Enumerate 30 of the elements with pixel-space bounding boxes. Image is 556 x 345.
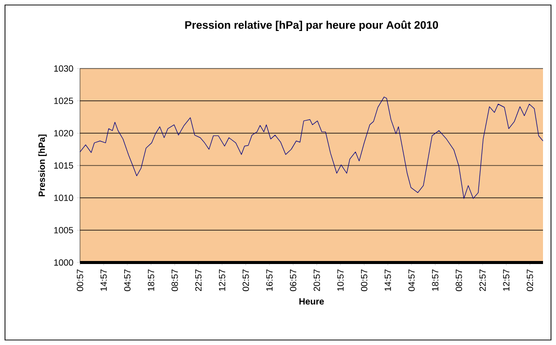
y-axis-title: Pression [hPa] <box>38 134 47 196</box>
x-tick-label: 10:57 <box>337 269 344 291</box>
x-tick-label: 06:57 <box>290 269 296 292</box>
y-tick-label: 1005 <box>54 226 74 234</box>
x-tick-label: 00:57 <box>76 269 84 292</box>
x-tick-label: 20:57 <box>314 269 320 291</box>
x-tick-label: 04:57 <box>408 269 415 292</box>
y-tick-label: 1030 <box>54 65 74 72</box>
x-tick-label: 22:57 <box>479 269 486 291</box>
x-tick-label: 14:57 <box>384 269 391 291</box>
chart-title: Pression relative [hPa] par heure pour Août 2010 <box>185 20 438 31</box>
x-tick-label: 08:57 <box>456 269 462 292</box>
x-tick-label: 18:57 <box>432 269 438 291</box>
x-tick-label: 12:57 <box>218 269 226 291</box>
y-tick-label: 1020 <box>54 130 74 136</box>
x-tick-label: 18:57 <box>148 269 154 291</box>
x-tick-label: 04:57 <box>124 269 131 292</box>
y-tick-label: 1000 <box>54 259 74 266</box>
y-tick-label: 1015 <box>54 162 74 169</box>
x-tick-label: 02:57 <box>526 269 534 292</box>
y-tick-label: 1025 <box>54 98 74 104</box>
x-axis-title: Heure <box>299 298 324 305</box>
x-tick-label: 16:57 <box>266 269 273 291</box>
x-tick-label: 08:57 <box>172 269 178 292</box>
x-tick-label: 00:57 <box>360 269 368 292</box>
x-tick-label: 12:57 <box>503 269 510 291</box>
y-tick-label: 1010 <box>54 194 74 202</box>
x-tick-label: 02:57 <box>242 269 249 292</box>
x-tick-label: 22:57 <box>195 269 202 291</box>
x-tick-label: 14:57 <box>100 269 107 291</box>
